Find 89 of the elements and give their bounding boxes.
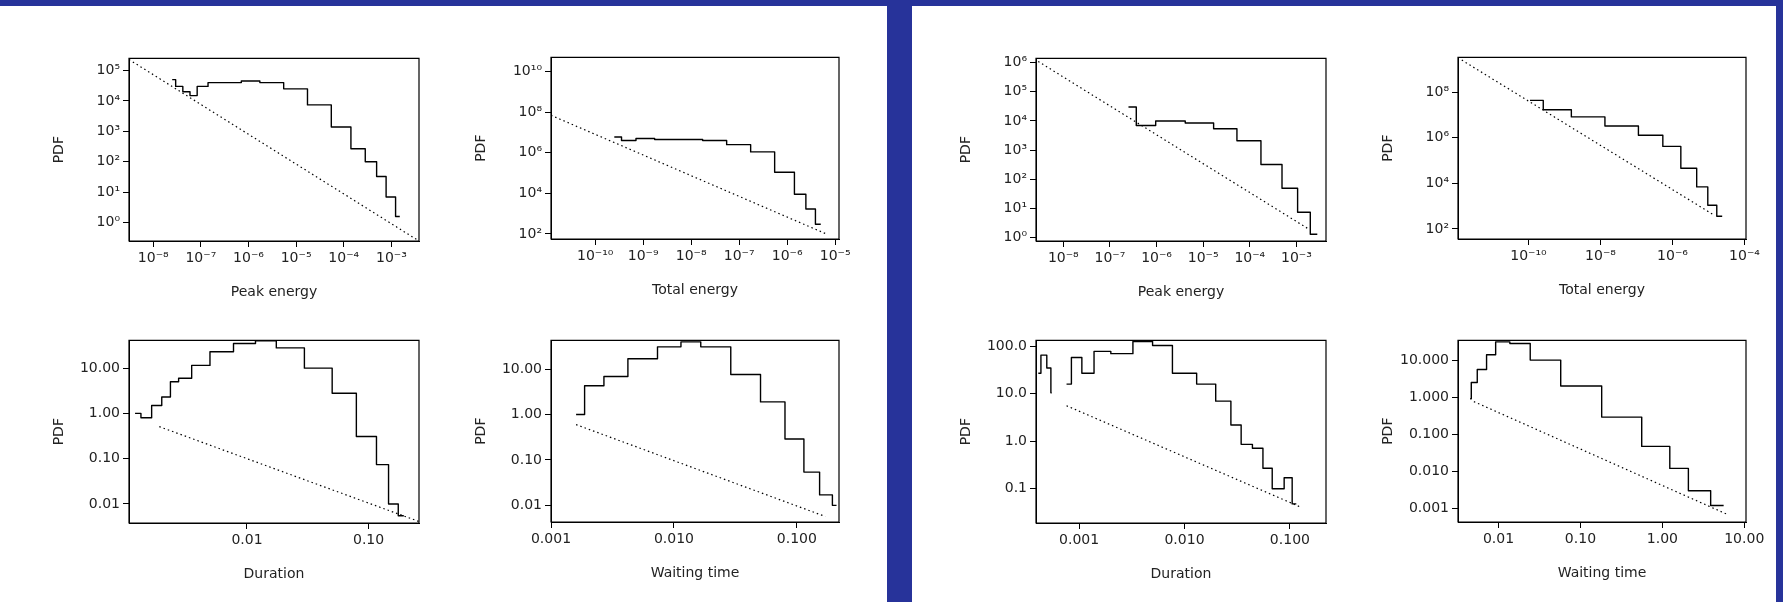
y-axis-title: PDF (957, 136, 974, 164)
x-tick-label: 0.100 (776, 530, 817, 547)
x-tick-label: 10⁻¹⁰ (1510, 247, 1548, 264)
y-tick-label: 10² (1003, 169, 1027, 186)
y-tick-label: 0.01 (88, 494, 120, 511)
y-tick-label: 10⁶ (1425, 128, 1450, 145)
x-tick-label: 10⁻⁶ (1141, 249, 1173, 266)
x-tick-label: 10⁻⁴ (1234, 249, 1266, 266)
y-axis-title: PDF (472, 417, 489, 445)
y-tick-label: 10¹⁰ (512, 62, 543, 79)
x-tick-label: 0.01 (231, 531, 263, 548)
x-tick-label: 10⁻⁴ (328, 249, 360, 266)
x-axis-title: Peak energy (230, 283, 318, 300)
y-tick-label: 0.010 (1408, 461, 1449, 478)
y-tick-label: 10⁴ (96, 91, 121, 108)
x-tick-label: 0.100 (1269, 531, 1310, 548)
x-tick-label: 0.10 (352, 531, 385, 548)
y-tick-label: 0.01 (510, 496, 542, 512)
x-tick-label: 10⁻⁵ (1187, 249, 1219, 266)
x-tick-label: 10⁻⁸ (1047, 249, 1080, 266)
y-tick-label: 10.00 (79, 358, 120, 375)
y-tick-label: 10⁴ (1425, 174, 1450, 190)
x-axis-title: Total energy (1558, 281, 1645, 298)
x-tick-label: 10⁻⁵ (819, 247, 851, 264)
y-tick-label: 10⁸ (518, 102, 543, 119)
y-tick-label: 10⁴ (518, 183, 543, 200)
x-tick-label: 0.010 (1164, 531, 1205, 548)
y-tick-label: 10³ (1003, 140, 1027, 157)
x-tick-label: 10⁻⁸ (675, 247, 707, 264)
y-axis-title: PDF (50, 418, 67, 446)
y-tick-label: 1.00 (88, 404, 120, 421)
x-tick-label: 0.010 (653, 530, 694, 547)
y-tick-label: 10⁵ (1003, 82, 1027, 99)
x-tick-label: 10⁻¹⁰ (576, 247, 614, 264)
y-tick-label: 10² (518, 224, 542, 241)
y-tick-label: 0.1 (1004, 479, 1027, 496)
x-tick-label: 10⁻³ (1281, 249, 1312, 266)
y-tick-label: 10⁰ (96, 213, 121, 230)
x-tick-label: 10⁻⁵ (280, 249, 312, 266)
x-tick-label: 0.01 (1482, 530, 1515, 547)
y-tick-label: 10⁴ (1003, 111, 1028, 128)
y-axis-title: PDF (50, 136, 67, 164)
x-axis-title: Waiting time (1557, 564, 1647, 581)
y-tick-label: 1.000 (1408, 387, 1449, 404)
y-tick-label: 100.0 (986, 336, 1027, 353)
y-tick-label: 10⁰ (1003, 228, 1028, 245)
y-tick-label: 10¹ (96, 182, 120, 199)
y-tick-label: 0.10 (88, 449, 120, 466)
x-tick-label: 10⁻⁶ (233, 249, 265, 266)
y-tick-label: 10.000 (1400, 350, 1449, 367)
x-tick-label: 10⁻⁷ (723, 247, 755, 264)
y-tick-label: 10⁵ (96, 61, 120, 78)
x-tick-label: 10⁻⁷ (185, 249, 217, 266)
y-tick-label: 0.10 (510, 450, 542, 467)
x-axis-title: Duration (243, 565, 305, 582)
x-tick-label: 10⁻⁴ (1729, 247, 1761, 264)
y-tick-label: 10³ (96, 122, 120, 139)
y-tick-label: 10² (1425, 219, 1449, 236)
y-tick-label: 10⁶ (1003, 53, 1028, 70)
y-tick-label: 10⁸ (1425, 82, 1450, 99)
x-tick-label: 10⁻⁶ (1657, 247, 1689, 264)
y-tick-label: 10¹ (1003, 199, 1027, 216)
x-tick-label: 10⁻³ (375, 249, 407, 266)
x-tick-label: 0.001 (530, 530, 572, 547)
y-axis-title: PDF (957, 418, 974, 446)
y-tick-label: 1.0 (1004, 431, 1027, 448)
x-axis-title: Waiting time (650, 564, 740, 581)
x-tick-label: 10⁻⁸ (137, 249, 170, 266)
y-tick-label: 10.00 (501, 359, 542, 376)
y-tick-label: 0.100 (1408, 424, 1449, 441)
x-tick-label: 10⁻⁶ (771, 247, 803, 264)
x-tick-label: 10⁻⁹ (627, 247, 659, 264)
y-tick-label: 10⁶ (518, 143, 543, 160)
y-axis-title: PDF (472, 134, 489, 162)
y-tick-label: 10² (96, 152, 120, 169)
y-axis-title: PDF (1379, 417, 1396, 445)
x-tick-label: 0.001 (1059, 531, 1100, 548)
x-axis-title: Total energy (651, 281, 738, 298)
y-tick-label: 0.001 (1408, 499, 1449, 516)
x-tick-label: 10⁻⁸ (1585, 247, 1617, 264)
x-tick-label: 1.00 (1646, 530, 1678, 547)
x-tick-label: 10.00 (1724, 530, 1765, 547)
y-axis-title: PDF (1379, 134, 1396, 162)
x-axis-title: Peak energy (1137, 283, 1225, 300)
x-tick-label: 0.10 (1564, 530, 1597, 547)
y-tick-label: 10.0 (995, 384, 1027, 401)
x-tick-label: 10⁻⁷ (1094, 249, 1126, 266)
x-axis-title: Duration (1150, 565, 1212, 582)
y-tick-label: 1.00 (510, 405, 542, 422)
